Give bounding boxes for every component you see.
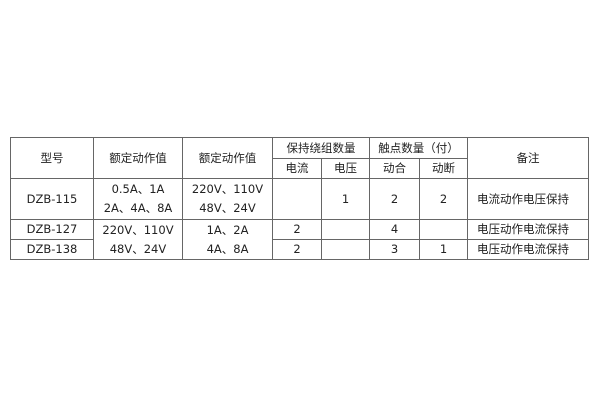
table-row: DZB-127 220V、110V 48V、24V 1A、2A 4A、8A 2 4 …: [10, 219, 589, 260]
header-rated-value-2: 额定动作值: [182, 137, 273, 179]
header-holding-winding-count: 保持绕组数量: [272, 137, 370, 159]
header-contact-count: 触点数量（付）: [369, 137, 468, 159]
cell-model: DZB-115: [10, 178, 94, 220]
cell-rated1-merged: 220V、110V 48V、24V: [93, 219, 183, 260]
header-remarks: 备注: [467, 137, 589, 179]
header-model: 型号: [10, 137, 94, 179]
cell-make: 4: [369, 219, 420, 240]
cell-voltage: [321, 219, 370, 240]
cell-model: DZB-127: [10, 219, 94, 240]
cell-voltage: 1: [321, 178, 370, 220]
cell-make: 3: [369, 239, 420, 260]
cell-current: 2: [272, 239, 322, 260]
cell-line: 220V、110V: [191, 182, 264, 196]
cell-rated2-merged: 1A、2A 4A、8A: [182, 219, 273, 260]
cell-remarks: 电流动作电压保持: [467, 178, 589, 220]
cell-line: 48V、24V: [109, 241, 167, 256]
cell-current: [272, 178, 322, 220]
header-make: 动合: [369, 158, 420, 179]
cell-remarks: 电压动作电流保持: [467, 239, 589, 260]
cell-line: 1A、2A: [206, 222, 249, 237]
relay-spec-table: 型号 额定动作值 额定动作值 保持绕组数量 触点数量（付） 备注 电流 电压 动…: [10, 137, 589, 260]
cell-voltage: [321, 239, 370, 260]
header-voltage: 电压: [321, 158, 370, 179]
cell-break: [419, 219, 468, 240]
cell-rated1: 0.5A、1A 2A、4A、8A: [93, 178, 183, 220]
cell-model: DZB-138: [10, 239, 94, 260]
cell-break: 1: [419, 239, 468, 260]
cell-rated2: 220V、110V 48V、24V: [182, 178, 273, 220]
cell-line: 2A、4A、8A: [103, 201, 173, 215]
cell-line: 220V、110V: [102, 222, 174, 237]
cell-current: 2: [272, 219, 322, 240]
table-row: DZB-138 2 3 1 电压动作电流保持: [10, 239, 589, 260]
cell-remarks: 电压动作电流保持: [467, 219, 589, 240]
header-current: 电流: [272, 158, 322, 179]
cell-line: 48V、24V: [199, 201, 256, 215]
cell-make: 2: [369, 178, 420, 220]
header-row: 型号 额定动作值 额定动作值 保持绕组数量 触点数量（付） 备注: [10, 137, 589, 179]
cell-break: 2: [419, 178, 468, 220]
cell-line: 0.5A、1A: [111, 182, 165, 196]
header-rated-value-1: 额定动作值: [93, 137, 183, 179]
table-row: DZB-115 0.5A、1A 2A、4A、8A 220V、110V 48V、24V…: [10, 178, 589, 220]
header-break: 动断: [419, 158, 468, 179]
cell-line: 4A、8A: [206, 241, 249, 256]
